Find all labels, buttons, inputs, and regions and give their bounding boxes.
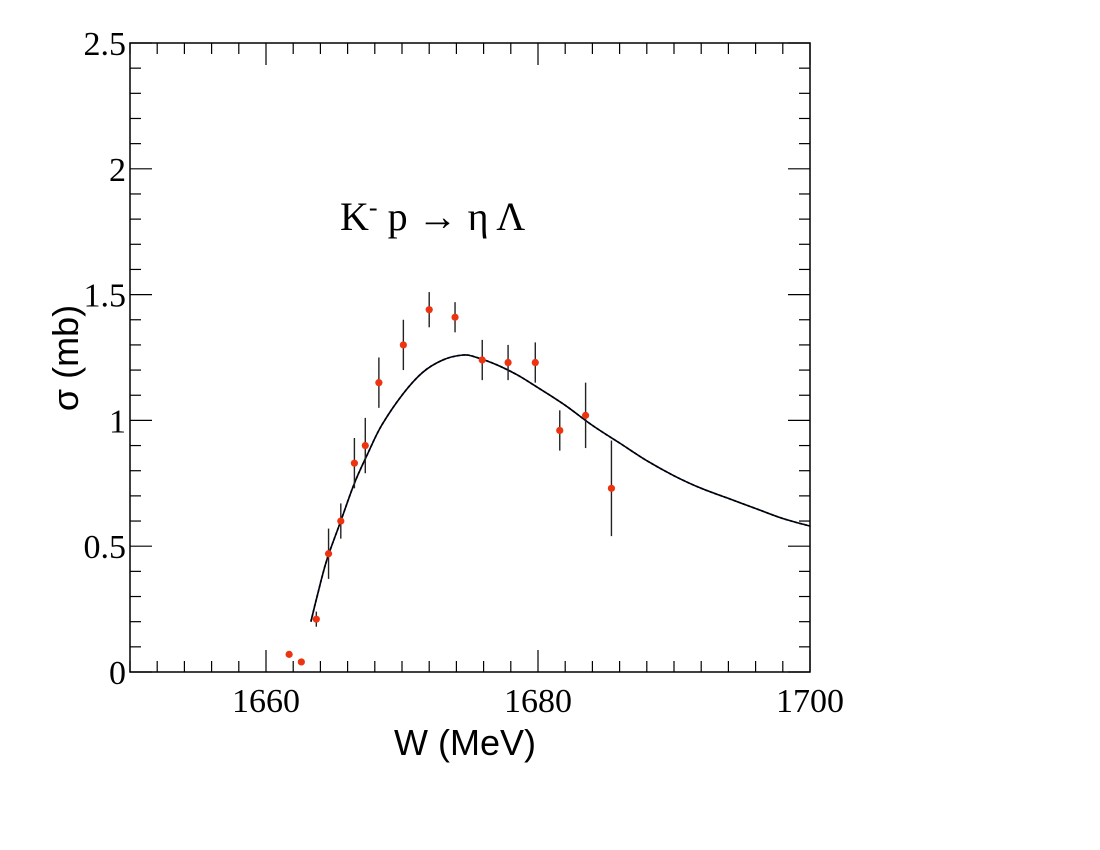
y-tick-label: 2.5 bbox=[84, 26, 127, 63]
data-point bbox=[297, 658, 305, 666]
data-point bbox=[504, 358, 512, 367]
data-point bbox=[337, 517, 345, 525]
tick-labels: 1660 1680 1700 0 0.5 1 1.5 2 2.5 bbox=[84, 26, 845, 720]
data-point bbox=[324, 550, 333, 558]
data-point bbox=[425, 306, 433, 314]
data-point bbox=[361, 441, 369, 450]
data-point bbox=[375, 379, 383, 387]
data-point bbox=[556, 426, 564, 435]
y-tick-label: 1 bbox=[109, 403, 126, 440]
data-point bbox=[478, 356, 486, 364]
y-tick-label: 0 bbox=[109, 655, 126, 692]
y-tick-label: 1.5 bbox=[84, 278, 127, 315]
reaction-superscript: - bbox=[369, 193, 378, 222]
reaction-main: K bbox=[340, 194, 369, 239]
data-point bbox=[312, 615, 320, 623]
x-tick-label: 1660 bbox=[232, 683, 300, 720]
error-bars bbox=[315, 292, 613, 627]
data-point bbox=[451, 313, 459, 321]
model-curve bbox=[310, 354, 811, 622]
x-axis-label: W (MeV) bbox=[394, 722, 536, 763]
x-tick-label: 1700 bbox=[776, 683, 844, 720]
model-curve-blue bbox=[310, 354, 811, 622]
y-axis-label: σ (mb) bbox=[45, 305, 86, 411]
plot-frame bbox=[129, 42, 811, 673]
data-point bbox=[285, 650, 293, 658]
y-tick-label: 2 bbox=[109, 152, 126, 189]
x-tick-label: 1680 bbox=[504, 683, 572, 720]
data-points bbox=[285, 306, 616, 666]
reaction-annotation: K- p → η Λ bbox=[340, 193, 525, 239]
axis-ticks bbox=[129, 42, 811, 673]
reaction-rest: p → η Λ bbox=[378, 194, 526, 239]
data-point bbox=[607, 484, 616, 492]
y-tick-label: 0.5 bbox=[84, 529, 127, 566]
model-curves bbox=[310, 354, 811, 622]
data-point bbox=[582, 411, 590, 419]
data-point bbox=[399, 341, 407, 349]
data-point bbox=[531, 358, 539, 367]
data-point bbox=[350, 459, 358, 467]
